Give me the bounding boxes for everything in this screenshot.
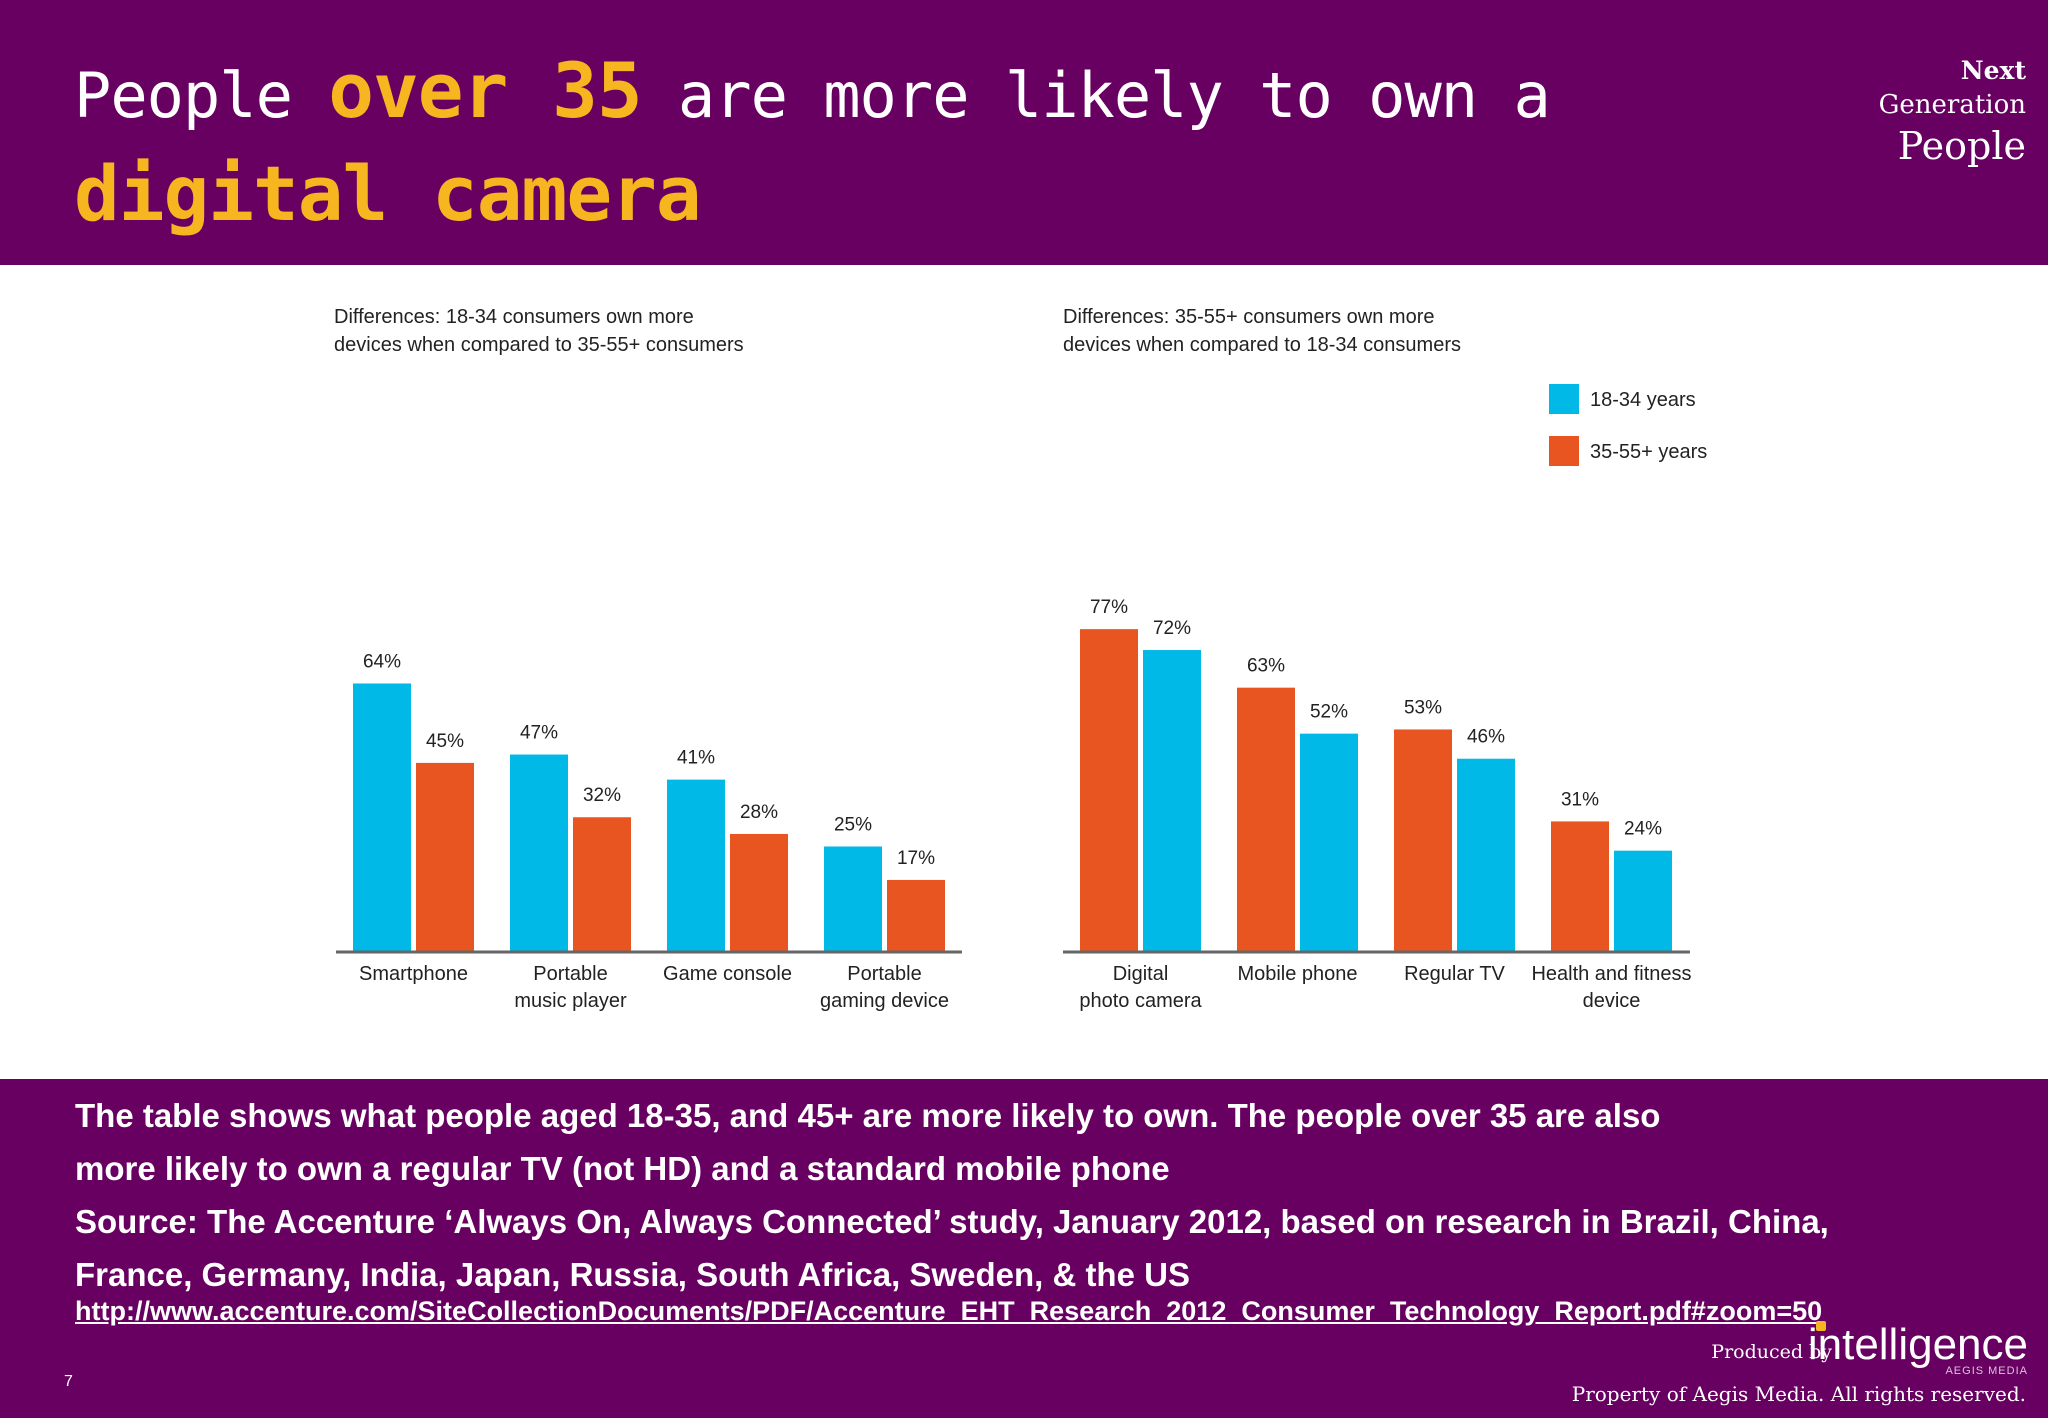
- logo-word: intelligence: [1807, 1320, 2028, 1369]
- chart-1-bar-3-1: [667, 779, 725, 951]
- chart-1-category-label-1-1: Smartphone: [359, 963, 468, 985]
- chart-1-bar-4-1: [824, 846, 882, 951]
- legend-swatch-1: [1549, 384, 1579, 414]
- chart-2-value-label-2-1: 63%: [1247, 656, 1285, 677]
- chart-1-value-label-2-2: 32%: [583, 785, 621, 806]
- legend-label-2: 35-55+ years: [1590, 441, 1707, 463]
- brand-line-people: People: [1897, 124, 2026, 168]
- source-line-1: Source: The Accenture ‘Always On, Always…: [75, 1203, 1829, 1240]
- description-line-1: The table shows what people aged 18-35, …: [75, 1097, 1661, 1134]
- chart-1-bar-1-1: [353, 683, 411, 951]
- chart-1-bar-3-2: [730, 833, 788, 951]
- chart-1-category-label-2-1: Portable: [533, 963, 608, 985]
- chart-1-value-label-1-1: 64%: [363, 651, 401, 672]
- logo-subtitle: AEGIS MEDIA: [1945, 1365, 2028, 1377]
- chart-2-category-label-4-1: Health and fitness: [1531, 963, 1691, 985]
- chart-2-value-label-1-2: 72%: [1153, 618, 1191, 639]
- chart-2-value-label-2-2: 52%: [1310, 702, 1348, 723]
- chart-1-bar-4-2: [887, 879, 945, 951]
- title-highlight-over-35: over 35: [328, 46, 642, 135]
- chart-1-title-line-1: Differences: 18-34 consumers own more: [334, 306, 694, 328]
- chart-1-value-label-4-1: 25%: [834, 815, 872, 836]
- chart-2-category-label-1-1: Digital: [1113, 963, 1169, 985]
- chart-2-bar-1-1: [1080, 629, 1138, 951]
- chart-2-value-label-3-2: 46%: [1467, 727, 1505, 748]
- chart-2-category-label-2-1: Mobile phone: [1237, 963, 1357, 985]
- title-part-3: are more likely to own a: [641, 59, 1551, 132]
- slide-title: People over 35 are more likely to own a …: [74, 42, 1774, 248]
- title-highlight-digital-camera: digital camera: [74, 149, 702, 238]
- chart-1-bar-2-1: [510, 754, 568, 951]
- footer-band: The table shows what people aged 18-35, …: [0, 1079, 2048, 1418]
- chart-2-category-label-1-2: photo camera: [1079, 990, 1202, 1012]
- description-line-2: more likely to own a regular TV (not HD)…: [75, 1150, 1170, 1187]
- chart-2-bar-1-2: [1143, 650, 1201, 951]
- source-line-2: France, Germany, India, Japan, Russia, S…: [75, 1256, 1190, 1293]
- chart-1-category-label-2-2: music player: [514, 990, 627, 1012]
- produced-by-label: Produced by: [1711, 1341, 1832, 1363]
- chart-2-title-line-2: devices when compared to 18-34 consumers: [1063, 334, 1461, 356]
- brand-line-next: Next: [1960, 56, 2026, 85]
- page-number: 7: [64, 1373, 73, 1390]
- rights-notice: Property of Aegis Media. All rights rese…: [1571, 1382, 2026, 1406]
- title-part-1: People: [74, 59, 329, 132]
- chart-1-bar-2-2: [573, 817, 631, 951]
- legend-label-1: 18-34 years: [1590, 389, 1696, 411]
- chart-2-bar-4-2: [1614, 850, 1672, 951]
- chart-1-bar-1-2: [416, 762, 474, 951]
- brand-logo: Next Generation People: [1879, 54, 2026, 170]
- chart-2-bar-3-2: [1457, 758, 1515, 951]
- chart-2-value-label-4-2: 24%: [1624, 819, 1662, 840]
- chart-1-value-label-2-1: 47%: [520, 723, 558, 744]
- intelligence-logo: intelligence AEGIS MEDIA: [1807, 1320, 2028, 1377]
- chart-1-category-label-4-2: gaming device: [820, 990, 949, 1012]
- description: The table shows what people aged 18-35, …: [75, 1089, 2035, 1301]
- chart-2-category-label-3-1: Regular TV: [1404, 963, 1505, 985]
- chart-1-category-label-3-1: Game console: [663, 963, 792, 985]
- chart-2-value-label-3-1: 53%: [1404, 697, 1442, 718]
- chart-1-category-label-4-1: Portable: [847, 963, 922, 985]
- chart-2-bar-2-1: [1237, 687, 1295, 951]
- chart-2-category-label-4-2: device: [1583, 990, 1641, 1012]
- source-link[interactable]: http://www.accenture.com/SiteCollectionD…: [75, 1296, 1823, 1326]
- chart-1-value-label-3-2: 28%: [740, 802, 778, 823]
- chart-2-value-label-4-1: 31%: [1561, 789, 1599, 810]
- chart-1-value-label-1-2: 45%: [426, 731, 464, 752]
- chart-2-title-line-1: Differences: 35-55+ consumers own more: [1063, 306, 1434, 328]
- brand-line-generation: Generation: [1878, 90, 2026, 120]
- legend-swatch-2: [1549, 436, 1579, 466]
- chart-1-value-label-3-1: 41%: [677, 748, 715, 769]
- chart-2-bar-2-2: [1300, 733, 1358, 951]
- chart-1-value-label-4-2: 17%: [897, 848, 935, 869]
- chart-1-title-line-2: devices when compared to 35-55+ consumer…: [334, 334, 744, 356]
- logo-dot-icon: [1815, 1321, 1826, 1331]
- header-band: People over 35 are more likely to own a …: [0, 0, 2048, 265]
- chart-2-value-label-1-1: 77%: [1090, 597, 1128, 618]
- bar-charts: Differences: 18-34 consumers own more dev…: [334, 306, 1707, 1012]
- chart-2-bar-4-1: [1551, 821, 1609, 951]
- chart-2-bar-3-1: [1394, 729, 1452, 951]
